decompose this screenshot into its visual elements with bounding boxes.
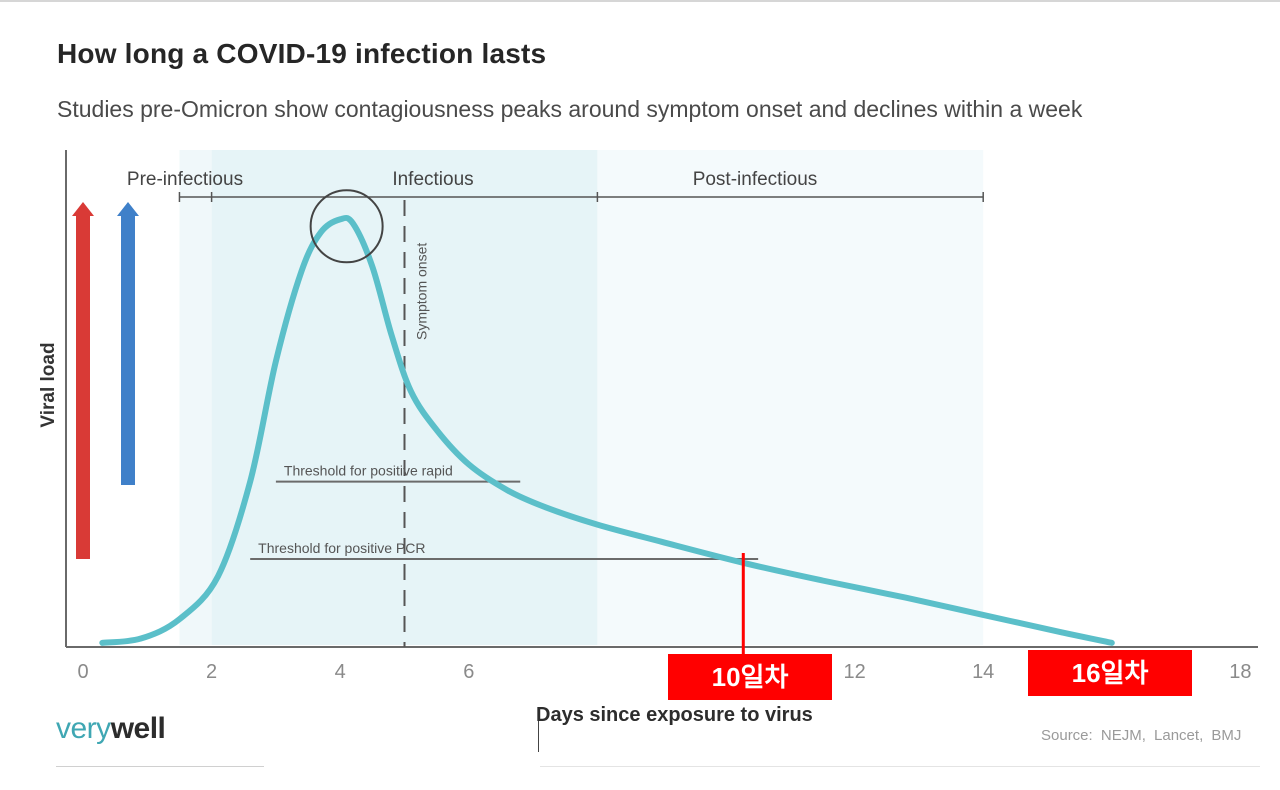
- divider-line: [538, 712, 539, 752]
- x-tick-label: 14: [972, 661, 994, 683]
- x-tick-label: 4: [335, 661, 346, 683]
- band-pre-infectious: [179, 150, 212, 645]
- phase-label: Pre-infectious: [127, 169, 243, 190]
- x-tick-label: 6: [463, 661, 474, 683]
- symptom-onset-label: Symptom onset: [414, 243, 430, 340]
- red-arrow-head: [72, 202, 94, 216]
- x-tick-label: 2: [206, 661, 217, 683]
- footer-rule: [56, 766, 264, 767]
- x-axis-label: Days since exposure to virus: [536, 704, 813, 726]
- y-axis-label: Viral load: [38, 342, 59, 427]
- blue-arrow-shaft: [121, 214, 135, 485]
- threshold-label: Threshold for positive rapid: [284, 463, 453, 479]
- brand-well: well: [110, 712, 166, 745]
- x-tick-label: 12: [843, 661, 865, 683]
- red-arrow-shaft: [76, 214, 90, 559]
- x-tick-label: 18: [1229, 661, 1251, 683]
- source-note: Source: NEJM, Lancet, BMJ: [1041, 727, 1242, 744]
- verywell-logo[interactable]: verywell: [56, 712, 166, 746]
- band-post-infectious: [597, 150, 984, 645]
- phase-label: Post-infectious: [693, 169, 818, 190]
- x-tick-label: 0: [77, 661, 88, 683]
- threshold-label: Threshold for positive PCR: [258, 540, 425, 556]
- phase-label: Infectious: [392, 169, 473, 190]
- day-10-badge: 10일차: [668, 654, 832, 700]
- viral-load-curve: [99, 214, 1115, 646]
- chart-subtitle: Studies pre-Omicron show contagiousness …: [57, 96, 1083, 122]
- day-16-badge: 16일차: [1028, 650, 1192, 696]
- blue-arrow-head: [117, 202, 139, 216]
- peak-circle-marker: [309, 189, 384, 264]
- top-border: [0, 0, 1280, 2]
- chart-title: How long a COVID-19 infection lasts: [57, 38, 547, 69]
- brand-very: very: [56, 712, 111, 745]
- footer-rule-right: [540, 766, 1260, 767]
